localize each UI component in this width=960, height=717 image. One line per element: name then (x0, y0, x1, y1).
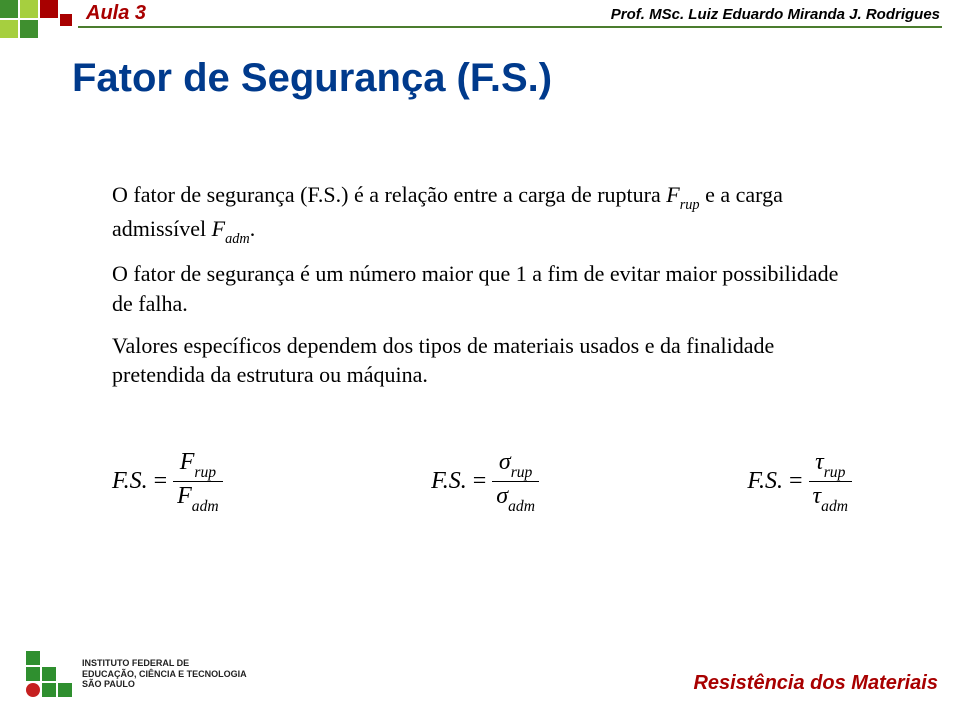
p1-text-a: O fator de segurança (F.S.) é a relação … (112, 182, 666, 207)
paragraph-2: O fator de segurança é um número maior q… (112, 259, 852, 318)
slide-title: Fator de Segurança (F.S.) (72, 56, 552, 101)
den-sym: σ (496, 483, 508, 509)
paragraph-3: Valores específicos dependem dos tipos d… (112, 331, 852, 390)
equals-sign: = (154, 468, 168, 495)
lecture-label: Aula 3 (86, 2, 146, 25)
logo-text-line3: SÃO PAULO (82, 679, 247, 689)
fraction: σrup σadm (492, 450, 539, 513)
body-text: O fator de segurança (F.S.) é a relação … (112, 180, 852, 402)
den-sub: adm (508, 498, 535, 515)
header-underline (78, 26, 942, 28)
p3-text: Valores específicos dependem dos tipos d… (112, 333, 774, 388)
paragraph-1: O fator de segurança (F.S.) é a relação … (112, 180, 852, 247)
footer-logo: INSTITUTO FEDERAL DE EDUCAÇÃO, CIÊNCIA E… (26, 651, 247, 697)
fraction: τrup τadm (809, 450, 852, 513)
fraction-bar (173, 481, 223, 482)
logo-grid (26, 651, 72, 697)
num-sub: rup (194, 464, 216, 481)
num-sym: σ (499, 449, 511, 475)
den-sub: adm (192, 498, 219, 515)
formula-row: F.S. = Frup Fadm F.S. = σrup σadm F.S. =… (112, 450, 852, 513)
p1-sub-d: adm (225, 231, 250, 247)
formula-lhs: F.S. (431, 468, 467, 495)
den-sym: F (177, 483, 192, 509)
p2-text: O fator de segurança é um número maior q… (112, 261, 838, 316)
fraction-bar (492, 481, 539, 482)
equals-sign: = (473, 468, 487, 495)
professor-label: Prof. MSc. Luiz Eduardo Miranda J. Rodri… (611, 6, 940, 23)
formula-3: F.S. = τrup τadm (747, 450, 852, 513)
fraction-bar (809, 481, 852, 482)
den-sub: adm (821, 498, 848, 515)
header-deco-squares (0, 0, 80, 40)
fraction: Frup Fadm (173, 450, 223, 513)
slide-header: Aula 3 Prof. MSc. Luiz Eduardo Miranda J… (0, 0, 960, 44)
den-sym: τ (813, 483, 822, 509)
p1-text-e: . (250, 216, 256, 241)
logo-text-line2: EDUCAÇÃO, CIÊNCIA E TECNOLOGIA (82, 669, 247, 679)
p1-sub-b: rup (680, 197, 700, 213)
num-sub: rup (511, 464, 533, 481)
equals-sign: = (789, 468, 803, 495)
course-label: Resistência dos Materiais (693, 672, 938, 695)
formula-lhs: F.S. (747, 468, 783, 495)
num-sym: τ (815, 449, 824, 475)
p1-sym-d: F (212, 216, 225, 241)
num-sym: F (180, 449, 195, 475)
formula-lhs: F.S. (112, 468, 148, 495)
formula-1: F.S. = Frup Fadm (112, 450, 223, 513)
formula-2: F.S. = σrup σadm (431, 450, 539, 513)
num-sub: rup (824, 464, 846, 481)
p1-sym-b: F (666, 182, 679, 207)
logo-text-line1: INSTITUTO FEDERAL DE (82, 658, 247, 668)
logo-text: INSTITUTO FEDERAL DE EDUCAÇÃO, CIÊNCIA E… (82, 658, 247, 689)
